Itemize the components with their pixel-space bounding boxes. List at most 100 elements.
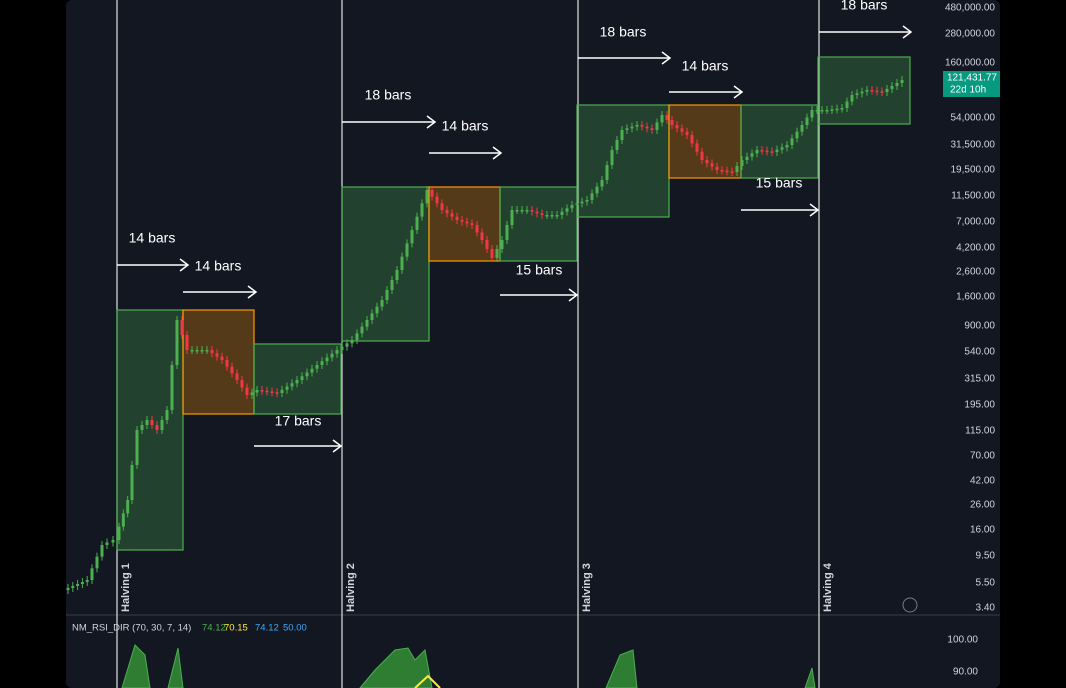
candle xyxy=(580,201,584,204)
price-axis-label: 315.00 xyxy=(964,374,995,385)
candle xyxy=(385,290,389,300)
candle xyxy=(820,110,824,112)
candle xyxy=(705,160,709,164)
candle xyxy=(505,225,509,240)
candle xyxy=(395,270,399,280)
candle xyxy=(365,320,369,327)
halving-label: Halving 2 xyxy=(345,563,357,612)
indicator-axis-label: 100.00 xyxy=(947,635,978,646)
candle xyxy=(675,125,679,129)
candle xyxy=(630,126,634,129)
price-axis-label: 70.00 xyxy=(970,451,995,462)
candle xyxy=(565,208,569,212)
candle xyxy=(665,115,669,120)
candle xyxy=(121,513,125,527)
bars-label: 14 bars xyxy=(129,230,176,246)
candle xyxy=(785,145,789,148)
indicator-area xyxy=(121,644,816,688)
candle xyxy=(435,196,439,204)
candle xyxy=(640,125,644,127)
candle xyxy=(685,131,689,135)
candle xyxy=(405,243,409,257)
price-axis-label: 26.00 xyxy=(970,500,995,511)
price-axis-label: 115.00 xyxy=(965,426,995,437)
candle xyxy=(840,108,844,110)
bars-label: 15 bars xyxy=(756,175,803,191)
candle xyxy=(175,320,179,365)
candle xyxy=(370,313,374,320)
candle xyxy=(500,240,504,249)
candle xyxy=(545,215,549,217)
price-axis-label: 42.00 xyxy=(970,476,995,487)
candle xyxy=(410,230,414,244)
candle xyxy=(745,156,749,160)
candle xyxy=(625,128,629,130)
candle xyxy=(200,350,204,352)
candle xyxy=(470,223,474,225)
candle xyxy=(490,249,494,258)
candle xyxy=(590,193,594,200)
price-axis-label: 900.00 xyxy=(964,321,995,332)
price-tag-price: 121,431.77 xyxy=(947,73,997,84)
cycle-box-green xyxy=(116,309,184,551)
candle xyxy=(725,170,729,173)
candle xyxy=(740,160,744,166)
candle xyxy=(445,210,449,214)
price-axis-label: 540.00 xyxy=(964,347,995,358)
candle xyxy=(325,357,329,362)
candle xyxy=(440,203,444,210)
price-axis-label: 1,600.00 xyxy=(956,292,995,303)
candle xyxy=(735,166,739,172)
bars-arrowhead xyxy=(426,115,437,129)
bars-label: 18 bars xyxy=(365,87,412,103)
candle xyxy=(420,203,424,217)
cycle-box-green xyxy=(341,186,430,342)
indicator-axis-label: 90.00 xyxy=(953,667,978,678)
price-axis-label: 19,500.00 xyxy=(951,165,996,176)
cycle-box-green xyxy=(817,56,911,125)
candle xyxy=(250,392,254,395)
cycle-box-green xyxy=(576,104,670,218)
candle xyxy=(95,556,99,569)
candle xyxy=(190,350,194,352)
candle xyxy=(480,232,484,240)
bars-label: 17 bars xyxy=(275,413,322,429)
candle xyxy=(117,526,121,540)
candle xyxy=(845,101,849,108)
indicator-value: 70.15 xyxy=(224,623,248,634)
candle xyxy=(805,117,809,125)
candle xyxy=(230,366,234,374)
candle xyxy=(340,346,344,350)
chart-background xyxy=(66,0,1000,688)
cycle-box-orange xyxy=(182,309,255,415)
candle xyxy=(275,392,279,394)
indicator-value: 74.12 xyxy=(202,623,226,634)
candle xyxy=(255,390,259,393)
candle xyxy=(100,545,104,557)
candle xyxy=(265,390,269,393)
candle xyxy=(220,356,224,360)
price-axis-label: 195.00 xyxy=(964,400,995,411)
candle xyxy=(135,430,139,465)
bars-label: 15 bars xyxy=(516,262,563,278)
candle xyxy=(645,126,649,129)
price-axis-label: 5.50 xyxy=(976,578,996,589)
candle xyxy=(390,280,394,290)
candle xyxy=(520,210,524,212)
candle xyxy=(155,425,159,430)
price-axis-label: 4,200.00 xyxy=(956,243,995,254)
candle xyxy=(770,151,774,153)
candle xyxy=(465,221,469,224)
candle xyxy=(765,150,769,153)
candle xyxy=(810,110,814,118)
candle xyxy=(730,171,734,173)
candle xyxy=(560,211,564,215)
candle xyxy=(485,240,489,249)
price-axis-label: 31,500.00 xyxy=(951,140,996,151)
bars-arrowhead xyxy=(492,146,503,160)
candle xyxy=(455,216,459,220)
candle xyxy=(635,125,639,127)
candle xyxy=(510,210,514,225)
price-axis-label: 2,600.00 xyxy=(956,267,995,278)
